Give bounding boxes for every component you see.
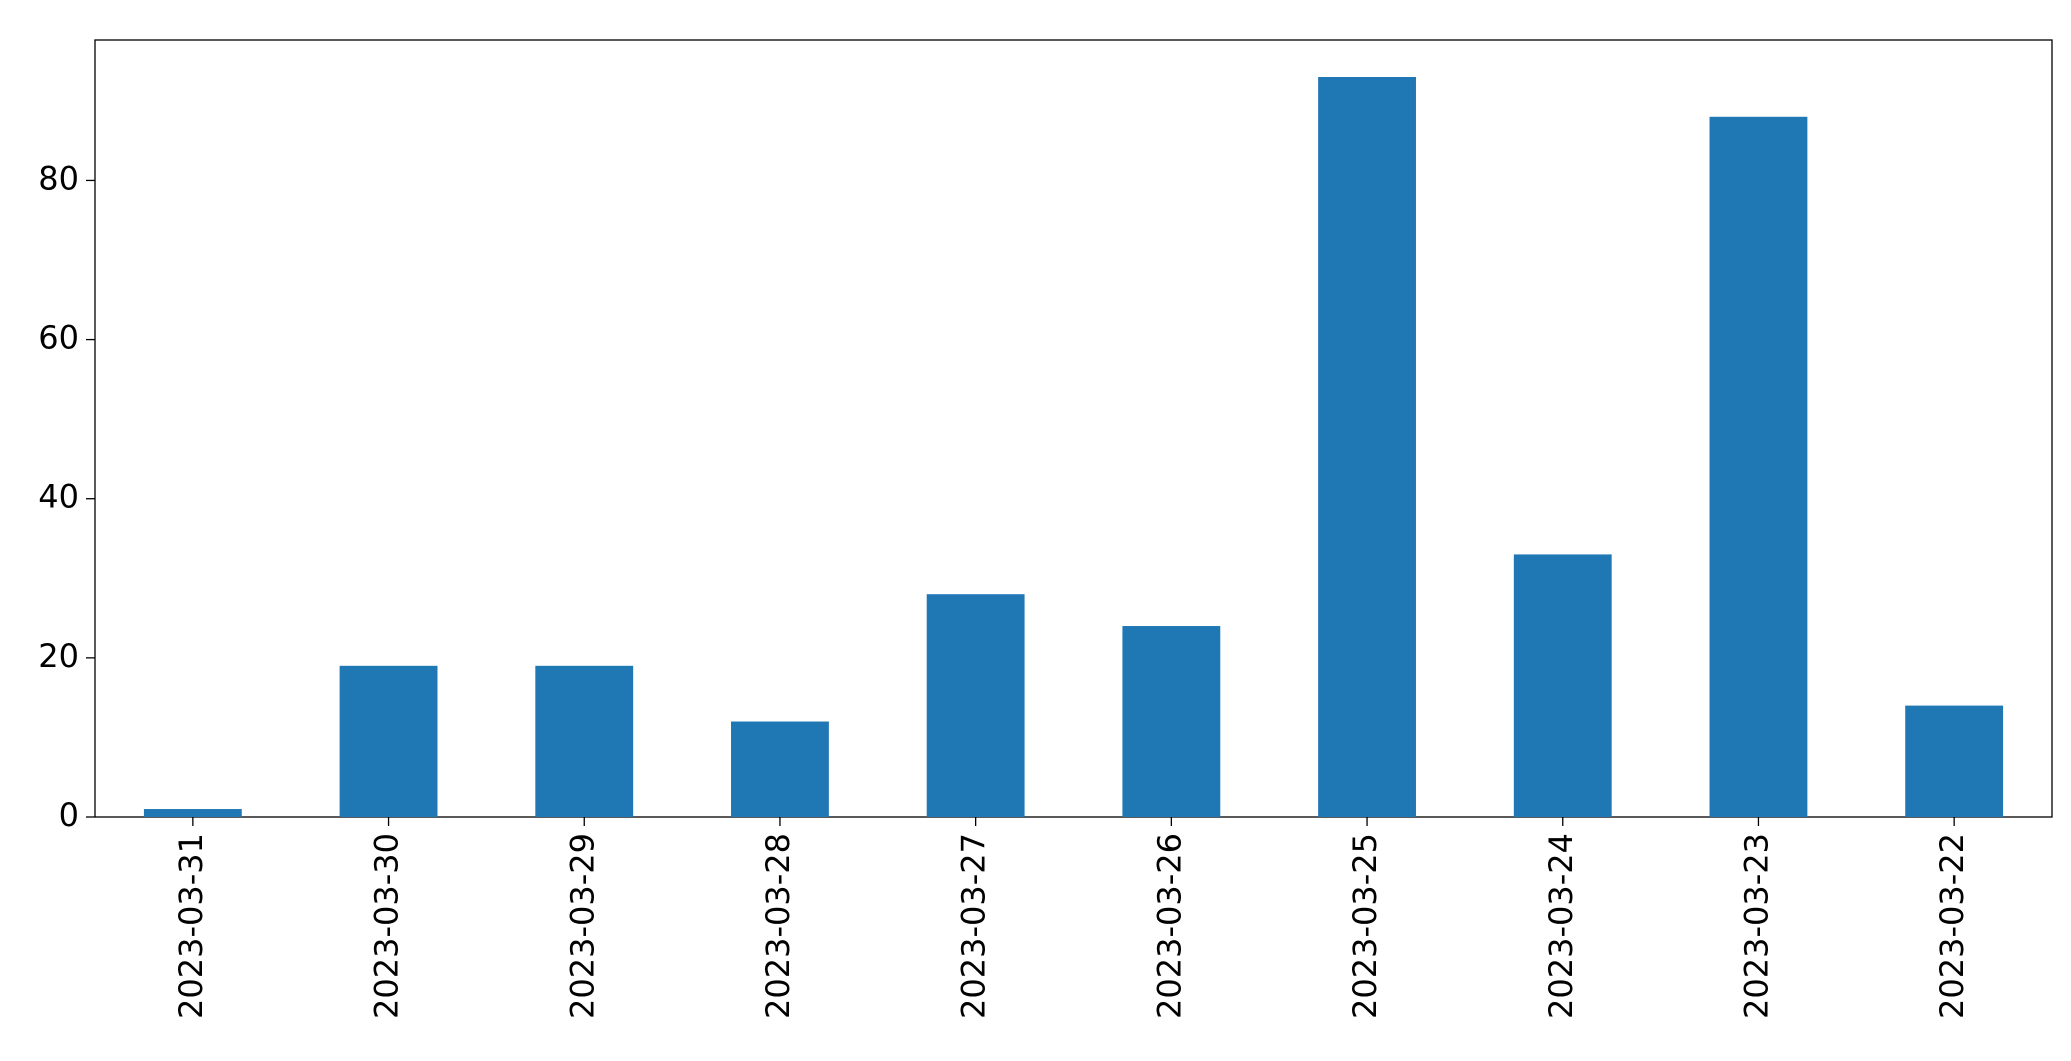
x-tick-label: 2023-03-27 bbox=[955, 833, 993, 1019]
bar bbox=[143, 809, 242, 817]
x-tick-label: 2023-03-26 bbox=[1150, 833, 1188, 1019]
y-tick-label: 20 bbox=[38, 637, 79, 675]
bar bbox=[926, 594, 1025, 817]
x-tick-label: 2023-03-31 bbox=[172, 833, 210, 1019]
bar bbox=[1709, 116, 1808, 818]
x-tick-label: 2023-03-24 bbox=[1542, 833, 1580, 1019]
bar bbox=[1513, 554, 1612, 817]
bar bbox=[1318, 77, 1416, 817]
x-tick-label: 2023-03-22 bbox=[1933, 833, 1971, 1019]
bar bbox=[731, 721, 829, 817]
x-tick-label: 2023-03-23 bbox=[1737, 833, 1775, 1019]
x-tick-label: 2023-03-28 bbox=[759, 833, 797, 1019]
bar bbox=[1905, 705, 2004, 817]
y-tick-label: 40 bbox=[38, 478, 79, 516]
x-tick-label: 2023-03-29 bbox=[563, 833, 601, 1019]
y-tick-label: 60 bbox=[38, 319, 79, 357]
bar bbox=[339, 665, 438, 817]
y-tick-label: 80 bbox=[38, 159, 79, 197]
plot-frame bbox=[94, 39, 2053, 818]
y-tick-label: 0 bbox=[59, 796, 79, 834]
x-tick-label: 2023-03-30 bbox=[368, 833, 406, 1019]
bar bbox=[1122, 626, 1221, 817]
x-tick-label: 2023-03-25 bbox=[1346, 833, 1384, 1019]
bar bbox=[535, 665, 634, 817]
